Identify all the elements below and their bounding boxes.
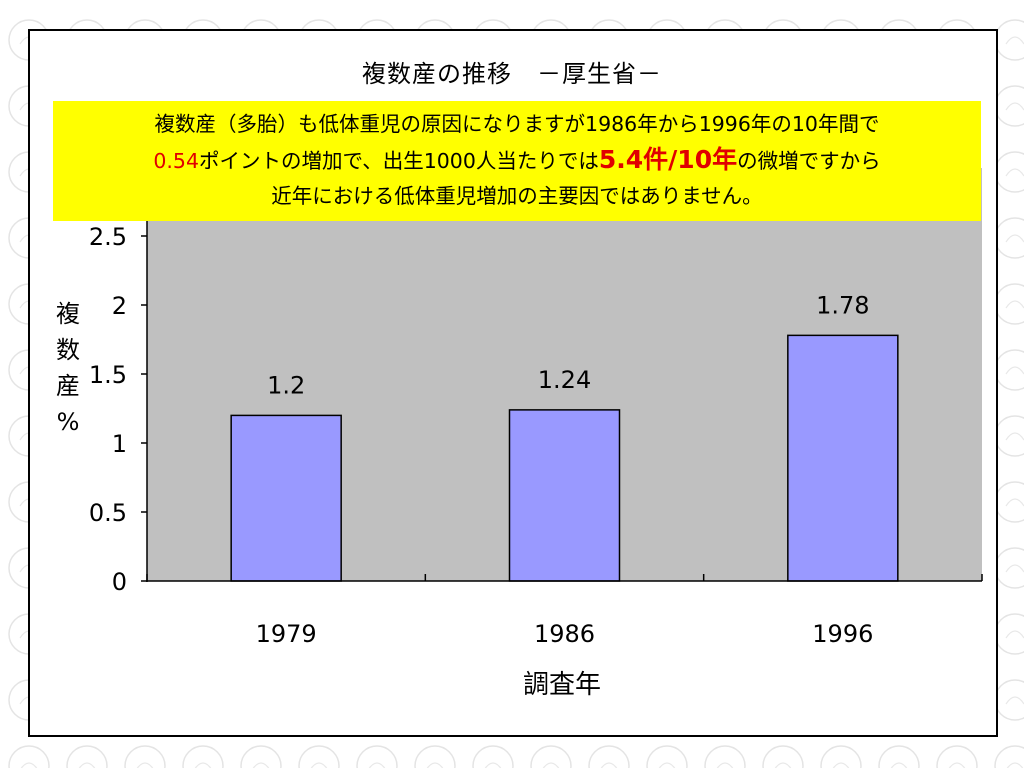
bar-1996 bbox=[787, 334, 899, 582]
note-line-3: 近年における低体重児増加の主要因ではありません。 bbox=[271, 184, 763, 208]
bar-1986 bbox=[508, 409, 621, 582]
y-tick-label-2.5: 2.5 bbox=[89, 223, 127, 251]
y-axis-label-char: 数 bbox=[56, 336, 80, 364]
y-axis-label-char: 複 bbox=[56, 300, 80, 328]
note-text: ポイントの増加で、出生1000人当たりでは bbox=[199, 149, 599, 173]
y-tick-label-1.5: 1.5 bbox=[89, 361, 127, 389]
y-tick-label-2: 2 bbox=[112, 292, 127, 320]
y-axis-label: 複数産% bbox=[54, 296, 82, 440]
data-label-1986: 1.24 bbox=[538, 366, 591, 394]
note-line-1: 複数産（多胎）も低体重児の原因になりますが1986年から1996年の10年間で bbox=[154, 112, 880, 136]
x-tick-label-1996: 1996 bbox=[812, 620, 873, 648]
y-tick-label-0: 0 bbox=[112, 568, 127, 596]
y-axis-label-char: 産 bbox=[56, 372, 80, 400]
note-line-2: 0.54ポイントの増加で、出生1000人当たりでは5.4件/10年の微増ですから bbox=[53, 142, 981, 179]
bar-1979 bbox=[230, 414, 342, 582]
x-tick-label-1986: 1986 bbox=[534, 620, 595, 648]
data-label-1979: 1.2 bbox=[267, 371, 305, 399]
y-tick-label-1: 1 bbox=[112, 430, 127, 458]
note-text-end: の微増ですから bbox=[737, 149, 881, 173]
data-label-1996: 1.78 bbox=[816, 291, 869, 319]
x-tick-label-1979: 1979 bbox=[256, 620, 317, 648]
y-tick-label-0.5: 0.5 bbox=[89, 499, 127, 527]
y-axis-label-char: % bbox=[56, 408, 80, 436]
note-highlight-points: 0.54 bbox=[153, 149, 200, 173]
note-highlight-rate: 5.4件/10年 bbox=[598, 145, 738, 174]
chart-title: 複数産の推移 －厚生省－ bbox=[362, 60, 662, 88]
x-axis-label: 調査年 bbox=[522, 670, 601, 700]
note-box: 複数産（多胎）も低体重児の原因になりますが1986年から1996年の10年間で … bbox=[53, 101, 981, 221]
